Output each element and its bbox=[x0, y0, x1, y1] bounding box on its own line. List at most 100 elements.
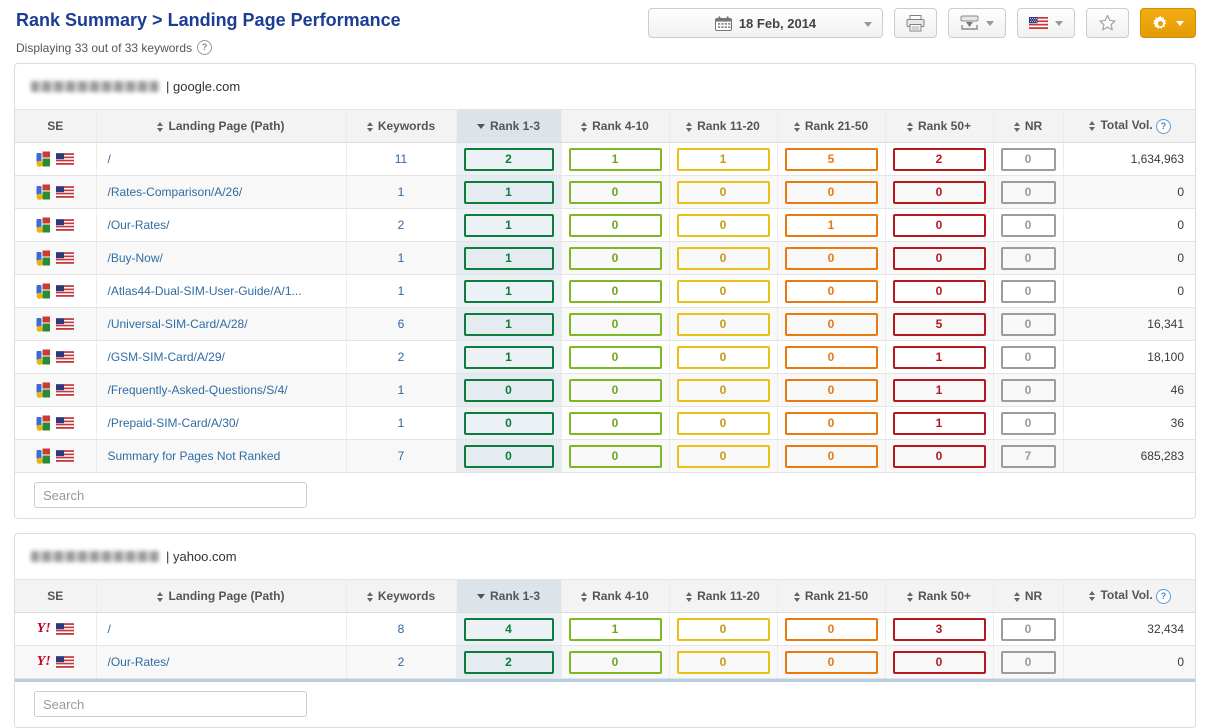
landing-page-link[interactable]: / bbox=[107, 152, 111, 166]
rank-50-plus-value: 0 bbox=[892, 279, 986, 303]
rank-11-20-value: 1 bbox=[676, 147, 770, 171]
se-cell bbox=[15, 208, 97, 242]
rank-table: SE Landing Page (Path) Keywords Rank 1-3 Ran… bbox=[15, 579, 1195, 679]
column-header-rank-11-20[interactable]: Rank 11-20 bbox=[669, 579, 778, 613]
nr-value: 0 bbox=[1000, 617, 1056, 641]
help-icon[interactable]: ? bbox=[197, 40, 213, 55]
landing-page-link[interactable]: /Universal-SIM-Card/A/28/ bbox=[107, 317, 248, 331]
favorite-button[interactable] bbox=[1086, 8, 1129, 38]
se-cell bbox=[15, 241, 97, 275]
help-icon[interactable]: ? bbox=[1156, 119, 1172, 134]
table-row: Summary for Pages Not Ranked 7 0 0 0 0 0… bbox=[15, 439, 1195, 473]
rank-21-50-value: 0 bbox=[784, 345, 878, 369]
selected-date: 18 Feb, 2014 bbox=[738, 15, 817, 31]
column-header-keywords[interactable]: Keywords bbox=[346, 579, 457, 613]
landing-page-link[interactable]: /Rates-Comparison/A/26/ bbox=[107, 185, 243, 199]
column-label: Rank 50+ bbox=[917, 589, 972, 603]
column-header-keywords[interactable]: Keywords bbox=[346, 109, 457, 143]
rank-50-plus-value: 3 bbox=[892, 617, 986, 641]
column-header-rank-50[interactable]: Rank 50+ bbox=[885, 109, 994, 143]
column-header-landing-page-path[interactable]: Landing Page (Path) bbox=[96, 579, 347, 613]
landing-page-link[interactable]: /Prepaid-SIM-Card/A/30/ bbox=[107, 416, 239, 430]
landing-page-link[interactable]: / bbox=[107, 622, 111, 636]
sort-icon bbox=[366, 591, 373, 602]
rank-1-3-value: 1 bbox=[463, 246, 554, 270]
rank-4-10-value: 1 bbox=[568, 147, 662, 171]
table-header-row: SE Landing Page (Path) Keywords Rank 1-3 Ran… bbox=[15, 579, 1195, 613]
total-volume: 0 bbox=[1063, 645, 1195, 679]
landing-page-link[interactable]: Summary for Pages Not Ranked bbox=[107, 449, 281, 463]
column-header-rank-21-50[interactable]: Rank 21-50 bbox=[777, 579, 886, 613]
landing-page-link[interactable]: /Frequently-Asked-Questions/S/4/ bbox=[107, 383, 288, 397]
chevron-down-icon bbox=[986, 20, 994, 26]
table-row: Y! / 8 4 1 0 0 3 0 32,434 bbox=[15, 612, 1195, 646]
column-header-rank-4-10[interactable]: Rank 4-10 bbox=[561, 109, 670, 143]
sort-icon bbox=[1013, 591, 1020, 602]
column-header-rank-4-10[interactable]: Rank 4-10 bbox=[561, 579, 670, 613]
rank-11-20-value: 0 bbox=[676, 213, 770, 237]
us-flag-icon bbox=[56, 251, 75, 264]
column-label: Rank 21-50 bbox=[804, 119, 869, 133]
rank-21-50-value: 0 bbox=[784, 312, 878, 336]
column-header-rank-1-3[interactable]: Rank 1-3 bbox=[456, 579, 562, 613]
nr-value: 0 bbox=[1000, 345, 1056, 369]
sort-icon bbox=[1089, 120, 1096, 131]
yahoo-icon: Y! bbox=[36, 620, 51, 636]
column-label: Rank 21-50 bbox=[804, 589, 869, 603]
column-label: Rank 50+ bbox=[917, 119, 972, 133]
se-cell bbox=[15, 439, 97, 473]
column-header-rank-11-20[interactable]: Rank 11-20 bbox=[669, 109, 778, 143]
keyword-count-text: Displaying 33 out of 33 keywords bbox=[16, 40, 193, 55]
google-icon bbox=[36, 151, 51, 167]
rank-21-50-value: 0 bbox=[784, 279, 878, 303]
us-flag-icon bbox=[56, 218, 75, 231]
column-header-total-vol[interactable]: Total Vol. ? bbox=[1063, 579, 1195, 613]
us-flag-icon bbox=[56, 383, 75, 396]
help-icon[interactable]: ? bbox=[1156, 589, 1172, 604]
landing-page-link[interactable]: /Atlas44-Dual-SIM-User-Guide/A/1... bbox=[107, 284, 302, 298]
google-icon bbox=[36, 250, 51, 266]
rank-1-3-value: 0 bbox=[463, 444, 554, 468]
column-label: Keywords bbox=[377, 119, 436, 133]
us-flag-icon bbox=[55, 622, 74, 635]
table-row: / 11 2 1 1 5 2 0 1,634,963 bbox=[15, 142, 1195, 176]
nr-value: 0 bbox=[1000, 246, 1056, 270]
print-button[interactable] bbox=[894, 8, 937, 38]
table-row: Y! /Our-Rates/ 2 2 0 0 0 0 0 0 bbox=[15, 645, 1195, 679]
column-label: Rank 4-10 bbox=[592, 119, 649, 133]
column-header-nr[interactable]: NR bbox=[993, 579, 1064, 613]
column-header-rank-21-50[interactable]: Rank 21-50 bbox=[777, 109, 886, 143]
column-header-rank-1-3[interactable]: Rank 1-3 bbox=[456, 109, 562, 143]
rank-11-20-value: 0 bbox=[676, 246, 770, 270]
sort-icon bbox=[1013, 121, 1020, 132]
rank-4-10-value: 0 bbox=[568, 378, 662, 402]
calendar-icon bbox=[714, 15, 732, 31]
date-picker[interactable]: 18 Feb, 2014 bbox=[648, 8, 883, 38]
column-header-nr[interactable]: NR bbox=[993, 109, 1064, 143]
column-label: NR bbox=[1024, 119, 1043, 133]
landing-page-link[interactable]: /Buy-Now/ bbox=[107, 251, 163, 265]
column-header-se: SE bbox=[15, 579, 97, 613]
landing-page-link[interactable]: /GSM-SIM-Card/A/29/ bbox=[107, 350, 225, 364]
sort-icon bbox=[157, 121, 164, 132]
landing-page-link[interactable]: /Our-Rates/ bbox=[107, 655, 170, 669]
page-header: Rank Summary > Landing Page Performance … bbox=[0, 0, 1210, 63]
total-volume: 1,634,963 bbox=[1063, 142, 1195, 176]
rank-11-20-value: 0 bbox=[676, 180, 770, 204]
language-button[interactable] bbox=[1017, 8, 1075, 38]
rank-21-50-value: 0 bbox=[784, 246, 878, 270]
column-header-landing-page-path[interactable]: Landing Page (Path) bbox=[96, 109, 347, 143]
table-row: /Rates-Comparison/A/26/ 1 1 0 0 0 0 0 0 bbox=[15, 175, 1195, 209]
google-icon bbox=[36, 448, 51, 464]
search-input[interactable] bbox=[34, 482, 307, 508]
column-header-total-vol[interactable]: Total Vol. ? bbox=[1063, 109, 1195, 143]
total-volume: 46 bbox=[1063, 373, 1195, 407]
settings-button[interactable] bbox=[1140, 8, 1196, 38]
column-header-rank-50[interactable]: Rank 50+ bbox=[885, 579, 994, 613]
rank-11-20-value: 0 bbox=[676, 312, 770, 336]
search-input[interactable] bbox=[34, 691, 307, 717]
export-button[interactable] bbox=[948, 8, 1006, 38]
search-row bbox=[15, 679, 1195, 727]
column-label: Total Vol. bbox=[1100, 118, 1153, 132]
landing-page-link[interactable]: /Our-Rates/ bbox=[107, 218, 170, 232]
